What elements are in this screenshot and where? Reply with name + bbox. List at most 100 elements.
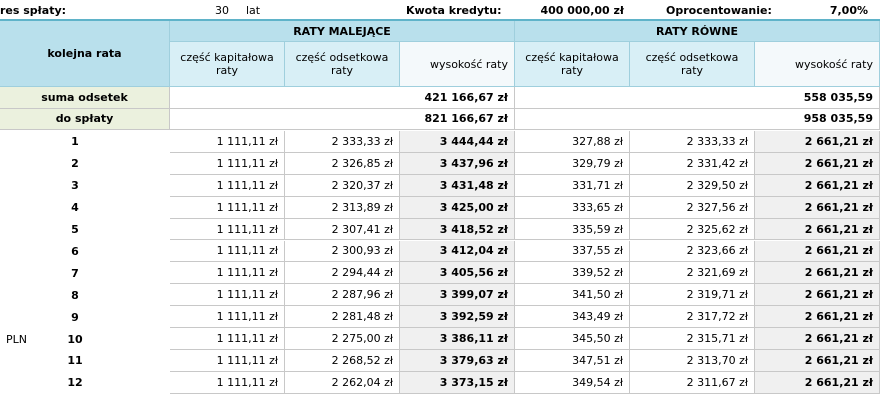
installment-part: 2 281,48 zł (285, 306, 400, 329)
installment-number: 9 (71, 310, 79, 324)
column-header: wysokość raty (755, 42, 880, 87)
installment-part: 2 323,66 zł (630, 240, 755, 263)
installment-part: 341,50 zł (515, 284, 630, 307)
installment-total: 3 399,07 zł (400, 284, 515, 307)
rate: 7,00% (829, 3, 868, 17)
installment-part: 2 325,62 zł (630, 218, 755, 241)
installment-part: 1 111,11 zł (170, 152, 285, 175)
summary-label: do spłaty (0, 108, 170, 130)
group-header: RATY MALEJĄCE (170, 21, 515, 42)
installment-total: 2 661,21 zł (755, 240, 880, 263)
installment-part: 2 287,96 zł (285, 284, 400, 307)
installment-part: 333,65 zł (515, 196, 630, 219)
installment-part: 2 321,69 zł (630, 262, 755, 285)
installment-number: 6 (71, 244, 79, 258)
installment-total: 3 418,52 zł (400, 218, 515, 241)
installment-part: 2 315,71 zł (630, 328, 755, 350)
installment-total: 2 661,21 zł (755, 328, 880, 350)
installment-part: 1 111,11 zł (170, 174, 285, 197)
installment-total: 3 379,63 zł (400, 350, 515, 372)
installment-number: 1 (71, 135, 79, 149)
column-header: wysokość raty (400, 42, 515, 87)
installment-total: 3 431,48 zł (400, 174, 515, 197)
installment-part: 2 268,52 zł (285, 350, 400, 372)
installment-part: 2 294,44 zł (285, 262, 400, 285)
summary-value: 958 035,59 (515, 108, 880, 130)
row-label-header: kolejna rata (0, 21, 170, 87)
installment-total: 2 661,21 zł (755, 152, 880, 175)
column-header: część odsetkowa raty (285, 42, 400, 87)
column-header: część odsetkowa raty (630, 42, 755, 87)
installment-total: 2 661,21 zł (755, 262, 880, 285)
installment-total: 3 386,11 zł (400, 328, 515, 350)
installment-total: 2 661,21 zł (755, 174, 880, 197)
column-header: część kapitałowa raty (170, 42, 285, 87)
installment-part: 2 262,04 zł (285, 371, 400, 394)
installment-part: 335,59 zł (515, 218, 630, 241)
installment-part: 2 327,56 zł (630, 196, 755, 219)
installment-part: 1 111,11 zł (170, 371, 285, 394)
installment-total: 2 661,21 zł (755, 284, 880, 307)
installment-part: 329,79 zł (515, 152, 630, 175)
installment-part: 1 111,11 zł (170, 350, 285, 372)
installment-part: 1 111,11 zł (170, 131, 285, 153)
installment-part: 337,55 zł (515, 240, 630, 263)
summary-label: suma odsetek (0, 87, 170, 109)
period-label: res spłaty: (0, 3, 67, 17)
installment-part: 345,50 zł (515, 328, 630, 350)
installment-part: 1 111,11 zł (170, 196, 285, 219)
installment-part: 343,49 zł (515, 306, 630, 329)
summary-value: 558 035,59 (515, 87, 880, 109)
installment-total: 3 444,44 zł (400, 131, 515, 153)
installment-total: 2 661,21 zł (755, 131, 880, 153)
installment-total: 3 392,59 zł (400, 306, 515, 329)
column-header: część kapitałowa raty (515, 42, 630, 87)
loan-label: Kwota kredytu: (406, 3, 502, 17)
installment-number: 11 (67, 354, 83, 368)
installment-part: 339,52 zł (515, 262, 630, 285)
installment-part: 2 313,70 zł (630, 350, 755, 372)
summary-value: 821 166,67 zł (170, 108, 515, 130)
installment-part: 1 111,11 zł (170, 284, 285, 307)
installment-part: 1 111,11 zł (170, 218, 285, 241)
installment-number: 12 (67, 376, 83, 390)
installment-part: 2 320,37 zł (285, 174, 400, 197)
installment-number: 7 (71, 266, 79, 280)
installment-part: 347,51 zł (515, 350, 630, 372)
installment-part: 1 111,11 zł (170, 306, 285, 329)
installment-number: 8 (71, 288, 79, 302)
installment-total: 2 661,21 zł (755, 371, 880, 394)
installment-number: 3 (71, 179, 79, 193)
years: 30 (215, 3, 229, 17)
installment-part: 2 311,67 zł (630, 371, 755, 394)
installment-total: 3 373,15 zł (400, 371, 515, 394)
installment-total: 3 412,04 zł (400, 240, 515, 263)
currency: PLN (6, 332, 27, 346)
installment-part: 2 333,33 zł (630, 131, 755, 153)
installment-total: 3 425,00 zł (400, 196, 515, 219)
installment-part: 2 319,71 zł (630, 284, 755, 307)
installment-number: 2 (71, 157, 79, 171)
installment-part: 2 300,93 zł (285, 240, 400, 263)
installment-part: 2 313,89 zł (285, 196, 400, 219)
installment-part: 2 329,50 zł (630, 174, 755, 197)
installment-part: 2 317,72 zł (630, 306, 755, 329)
separator (0, 19, 880, 21)
years-unit: lat (246, 3, 261, 17)
installment-part: 2 326,85 zł (285, 152, 400, 175)
loan: 400 000,00 zł (540, 3, 624, 17)
installment-number: 4 (71, 201, 79, 215)
installment-part: 1 111,11 zł (170, 328, 285, 350)
rate-label: Oprocentowanie: (666, 3, 772, 17)
installment-number: 10 (67, 332, 83, 346)
group-header: RATY RÓWNE (515, 21, 880, 42)
installment-number: 5 (71, 223, 79, 237)
installment-part: 1 111,11 zł (170, 240, 285, 263)
installment-total: 3 405,56 zł (400, 262, 515, 285)
installment-part: 2 307,41 zł (285, 218, 400, 241)
installment-part: 2 333,33 zł (285, 131, 400, 153)
summary-value: 421 166,67 zł (170, 87, 515, 109)
installment-total: 2 661,21 zł (755, 196, 880, 219)
installment-total: 2 661,21 zł (755, 350, 880, 372)
installment-total: 3 437,96 zł (400, 152, 515, 175)
